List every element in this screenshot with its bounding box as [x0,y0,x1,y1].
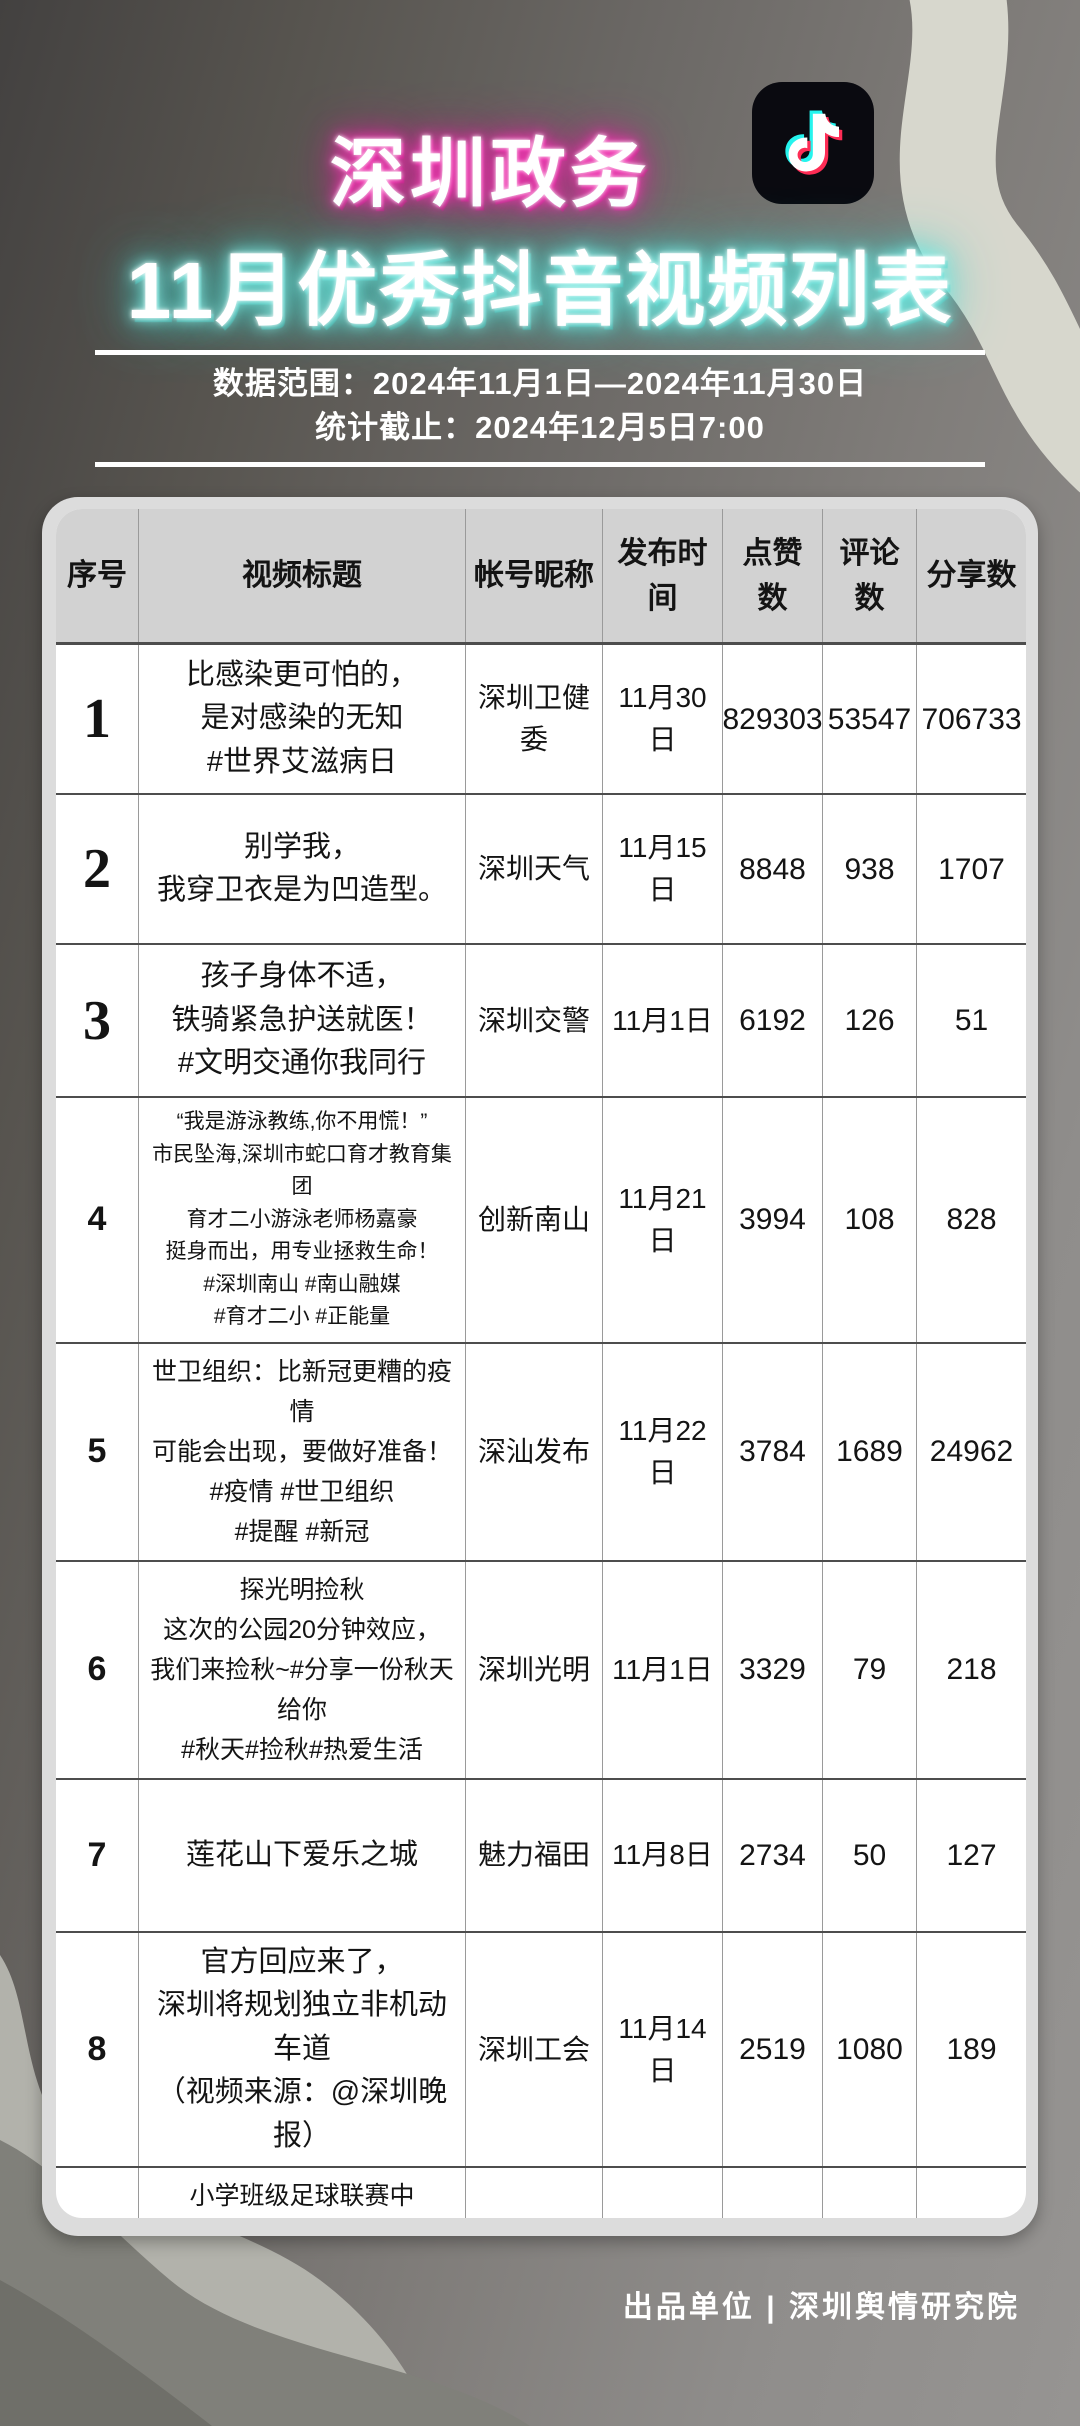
cell-comments: 107 [823,2168,917,2218]
cell-serial: 3 [56,945,139,1096]
divider-bottom [95,462,985,467]
cell-date: 11月1日 [603,1561,723,1778]
cell-serial: 2 [56,795,139,943]
cell-serial: 7 [56,1779,139,1931]
table-row: 5 世卫组织：比新冠更糟的疫情 可能会出现，要做好准备！ #疫情 #世卫组织 #… [56,1343,1026,1562]
cell-title: 比感染更可怕的， 是对感染的无知 #世界艾滋病日 [139,645,466,793]
table-row: 4 “我是游泳教练,你不用慌！” 市民坠海,深圳市蛇口育才教育集团 育才二小游泳… [56,1098,1026,1344]
table-body: 1 比感染更可怕的， 是对感染的无知 #世界艾滋病日 深圳卫健委 11月30日 … [56,645,1026,2218]
cell-likes: 2734 [723,1779,823,1931]
cell-account: 深圳工会 [466,1932,603,2167]
cell-title: 探光明捡秋 这次的公园20分钟效应， 我们来捡秋~#分享一份秋天给你 #秋天#捡… [139,1561,466,1778]
cell-date: 11月30日 [603,645,723,793]
cell-account: 深圳交警 [466,945,603,1096]
divider-top [95,350,985,355]
header-cell-title: 视频标题 [139,509,466,642]
cell-title: “我是游泳教练,你不用慌！” 市民坠海,深圳市蛇口育才教育集团 育才二小游泳老师… [139,1098,466,1342]
cell-title: 莲花山下爱乐之城 [139,1779,466,1931]
table-row: 7 莲花山下爱乐之城 魅力福田 11月8日 2734 50 127 [56,1779,1026,1933]
cell-title: 孩子身体不适， 铁骑紧急护送就医！ #文明交通你我同行 [139,945,466,1096]
cell-title: 别学我， 我穿卫衣是为凹造型。 [139,795,466,943]
cell-comments: 79 [823,1561,917,1778]
video-ranking-table: 序号 视频标题 帐号昵称 发布时间 点赞数 评论数 分享数 1 比感染更可怕的，… [56,509,1026,2218]
info-data-range: 数据范围：2024年11月1日—2024年11月30日 [212,366,868,401]
cell-comments: 126 [823,945,917,1096]
footer-credit: 出品单位 | 深圳舆情研究院 [622,2291,1020,2324]
cell-account: 深圳卫健委 [466,645,603,793]
table-row: 6 探光明捡秋 这次的公园20分钟效应， 我们来捡秋~#分享一份秋天给你 #秋天… [56,1561,1026,1780]
cell-shares: 828 [946,1203,997,1237]
header-cell-shares: 分享数 [926,559,1017,592]
cell-serial: 9 [56,2168,139,2218]
cell-date: 11月15日 [603,795,723,943]
cell-shares: 189 [946,2033,997,2067]
table-row: 9 小学班级足球联赛中 男孩一顿操作惊艳观众 #校园足球 （来源：安徽交通广播）… [56,2168,1026,2218]
cell-date: 11月1日 [603,945,723,1096]
cell-comments: 938 [823,795,917,943]
cell-account: 深圳光明 [466,1561,603,1778]
header-cell-comments: 评论数 [823,509,917,642]
cell-comments: 1080 [823,1932,917,2167]
cell-comments: 1689 [823,1343,917,1560]
cell-date: 11月28日 [603,2168,723,2218]
cell-likes: 6192 [723,945,823,1096]
cell-comments: 53547 [823,645,917,793]
cell-likes: 3994 [723,1098,823,1342]
cell-likes: 3329 [723,1561,823,1778]
info-block: 数据范围：2024年11月1日—2024年11月30日 统计截止：2024年12… [0,362,1080,450]
cell-serial: 4 [56,1098,139,1342]
cell-likes: 3784 [723,1343,823,1560]
cell-likes: 2519 [723,1932,823,2167]
cell-account: 深圳天气 [466,795,603,943]
page-title-line2: 11月优秀抖音视频列表 [126,246,954,335]
page-title-line1: 深圳政务 [330,132,650,217]
cell-shares: 127 [946,1838,997,1872]
table-card: 序号 视频标题 帐号昵称 发布时间 点赞数 评论数 分享数 1 比感染更可怕的，… [42,497,1038,2236]
cell-serial: 6 [56,1561,139,1778]
header-cell-serial: 序号 [56,509,139,642]
cell-shares: 24962 [929,1435,1014,1469]
cell-title: 官方回应来了， 深圳将规划独立非机动车道 （视频来源：@深圳晚报） [139,1932,466,2167]
header-cell-account: 帐号昵称 [466,509,603,642]
douyin-note-icon [785,110,843,175]
table-row: 8 官方回应来了， 深圳将规划独立非机动车道 （视频来源：@深圳晚报） 深圳工会… [56,1932,1026,2169]
cell-serial: 5 [56,1343,139,1560]
cell-date: 11月8日 [603,1779,723,1931]
cell-date: 11月22日 [603,1343,723,1560]
header-cell-date: 发布时间 [603,509,723,642]
table-row: 2 别学我， 我穿卫衣是为凹造型。 深圳天气 11月15日 8848 938 1… [56,795,1026,945]
cell-account: 创新南山 [466,1098,603,1342]
cell-shares: 706733 [921,702,1022,736]
cell-account: 深汕发布 [466,1343,603,1560]
cell-serial: 8 [56,1932,139,2167]
table-row: 1 比感染更可怕的， 是对感染的无知 #世界艾滋病日 深圳卫健委 11月30日 … [56,645,1026,795]
cell-shares: 218 [946,1653,997,1687]
cell-serial: 1 [56,645,139,793]
cell-title: 世卫组织：比新冠更糟的疫情 可能会出现，要做好准备！ #疫情 #世卫组织 #提醒… [139,1343,466,1560]
table-header-row: 序号 视频标题 帐号昵称 发布时间 点赞数 评论数 分享数 [56,509,1026,645]
douyin-logo [752,82,874,204]
cell-shares: 51 [954,1004,989,1037]
cell-title: 小学班级足球联赛中 男孩一顿操作惊艳观众 #校园足球 （来源：安徽交通广播） [139,2168,466,2218]
cell-comments: 108 [823,1098,917,1342]
header-cell-likes: 点赞数 [723,509,823,642]
cell-shares: 448 [917,2168,1026,2218]
cell-likes: 2247 [723,2168,823,2218]
info-stats-cutoff: 统计截止：2024年12月5日7:00 [315,410,765,445]
cell-shares: 1707 [938,852,1005,886]
table-row: 3 孩子身体不适， 铁骑紧急护送就医！ #文明交通你我同行 深圳交警 11月1日… [56,945,1026,1098]
cell-date: 11月21日 [603,1098,723,1342]
cell-likes: 8848 [723,795,823,943]
cell-account: 魅力福田 [466,1779,603,1931]
cell-account: 青春宝安 [466,2168,603,2218]
cell-date: 11月14日 [603,1932,723,2167]
cell-likes: 829303 [722,645,823,793]
cell-comments: 50 [823,1779,917,1931]
